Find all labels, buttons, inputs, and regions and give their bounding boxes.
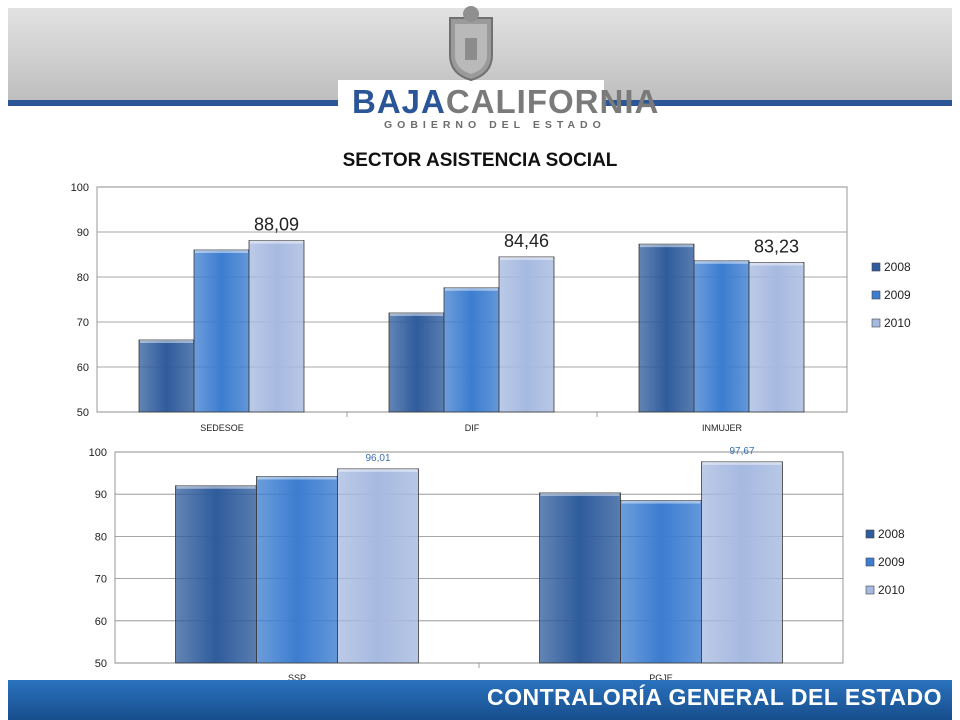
- legend-swatch: [865, 585, 875, 595]
- y-tick-label: 50: [95, 658, 107, 670]
- bar-2010: [748, 262, 805, 413]
- legend-swatch: [871, 290, 881, 300]
- legend-label: 2010: [884, 316, 911, 330]
- bar-highlight: [338, 468, 418, 472]
- data-label: 88,09: [254, 215, 299, 235]
- bar-highlight: [195, 250, 248, 253]
- legend-label: 2008: [884, 260, 911, 274]
- bar-2010: [498, 256, 555, 413]
- footer-banner: [8, 680, 952, 720]
- y-tick-label: 70: [77, 317, 89, 329]
- bar-2009: [193, 249, 250, 413]
- y-tick-label: 80: [77, 272, 89, 284]
- bar-2008: [388, 312, 445, 413]
- y-tick-label: 50: [77, 407, 89, 419]
- bar-2008: [539, 492, 621, 664]
- bar-2009: [620, 500, 702, 664]
- y-tick-label: 100: [71, 182, 89, 194]
- category-label: DIF: [465, 423, 480, 433]
- y-tick-label: 60: [95, 616, 107, 628]
- legend-swatch: [865, 557, 875, 567]
- y-tick-label: 90: [95, 489, 107, 501]
- y-tick-label: 80: [95, 531, 107, 543]
- legend-label: 2009: [878, 555, 905, 569]
- bar-highlight: [695, 260, 748, 264]
- chart-title: SECTOR ASISTENCIA SOCIAL: [342, 150, 618, 171]
- bar-2009: [256, 476, 338, 664]
- category-label: SEDESOE: [200, 423, 244, 433]
- bar-highlight: [390, 313, 443, 316]
- legend-swatch: [871, 262, 881, 272]
- y-tick-label: 60: [77, 362, 89, 374]
- bar-2009: [443, 287, 500, 413]
- bar-highlight: [140, 340, 193, 343]
- data-label: 96,01: [365, 453, 390, 464]
- bar-highlight: [500, 256, 553, 260]
- data-label: 97,67: [729, 446, 754, 457]
- data-label: 83,23: [754, 236, 799, 256]
- y-tick-label: 70: [95, 574, 107, 586]
- bar-highlight: [257, 476, 337, 480]
- legend-label: 2010: [878, 583, 905, 597]
- bar-highlight: [750, 262, 803, 266]
- footer-title: CONTRALORÍA GENERAL DEL ESTADO: [487, 684, 942, 710]
- y-tick-label: 100: [89, 447, 107, 459]
- bar-2010: [248, 240, 305, 413]
- bar-2010: [701, 461, 783, 664]
- bar-2008: [138, 339, 195, 413]
- bar-highlight: [702, 461, 782, 465]
- bar-2009: [693, 260, 750, 413]
- bar-highlight: [540, 492, 620, 496]
- legend-label: 2009: [884, 288, 911, 302]
- legend-swatch: [871, 318, 881, 328]
- logo-primary: BAJA: [352, 83, 446, 120]
- bar-2008: [175, 485, 257, 664]
- logo-wordmark: BAJACALIFORNIA: [352, 83, 659, 121]
- bar-highlight: [640, 244, 693, 248]
- legend-label: 2008: [878, 527, 905, 541]
- bar-2008: [638, 243, 695, 413]
- category-label: SSP: [288, 673, 306, 683]
- logo-secondary: CALIFORNIA: [445, 83, 660, 120]
- coat-of-arms-icon: [449, 6, 493, 82]
- logo-subtitle: GOBIERNO DEL ESTADO: [384, 119, 606, 131]
- y-tick-label: 90: [77, 227, 89, 239]
- bar-highlight: [621, 500, 701, 504]
- category-label: PGJE: [649, 673, 673, 683]
- bar-2010: [337, 468, 419, 664]
- legend-swatch: [865, 529, 875, 539]
- bar-highlight: [445, 287, 498, 291]
- bar-highlight: [250, 240, 303, 244]
- header-banner: [8, 6, 952, 135]
- bar-highlight: [176, 485, 256, 489]
- category-label: INMUJER: [702, 423, 742, 433]
- data-label: 84,46: [504, 231, 549, 251]
